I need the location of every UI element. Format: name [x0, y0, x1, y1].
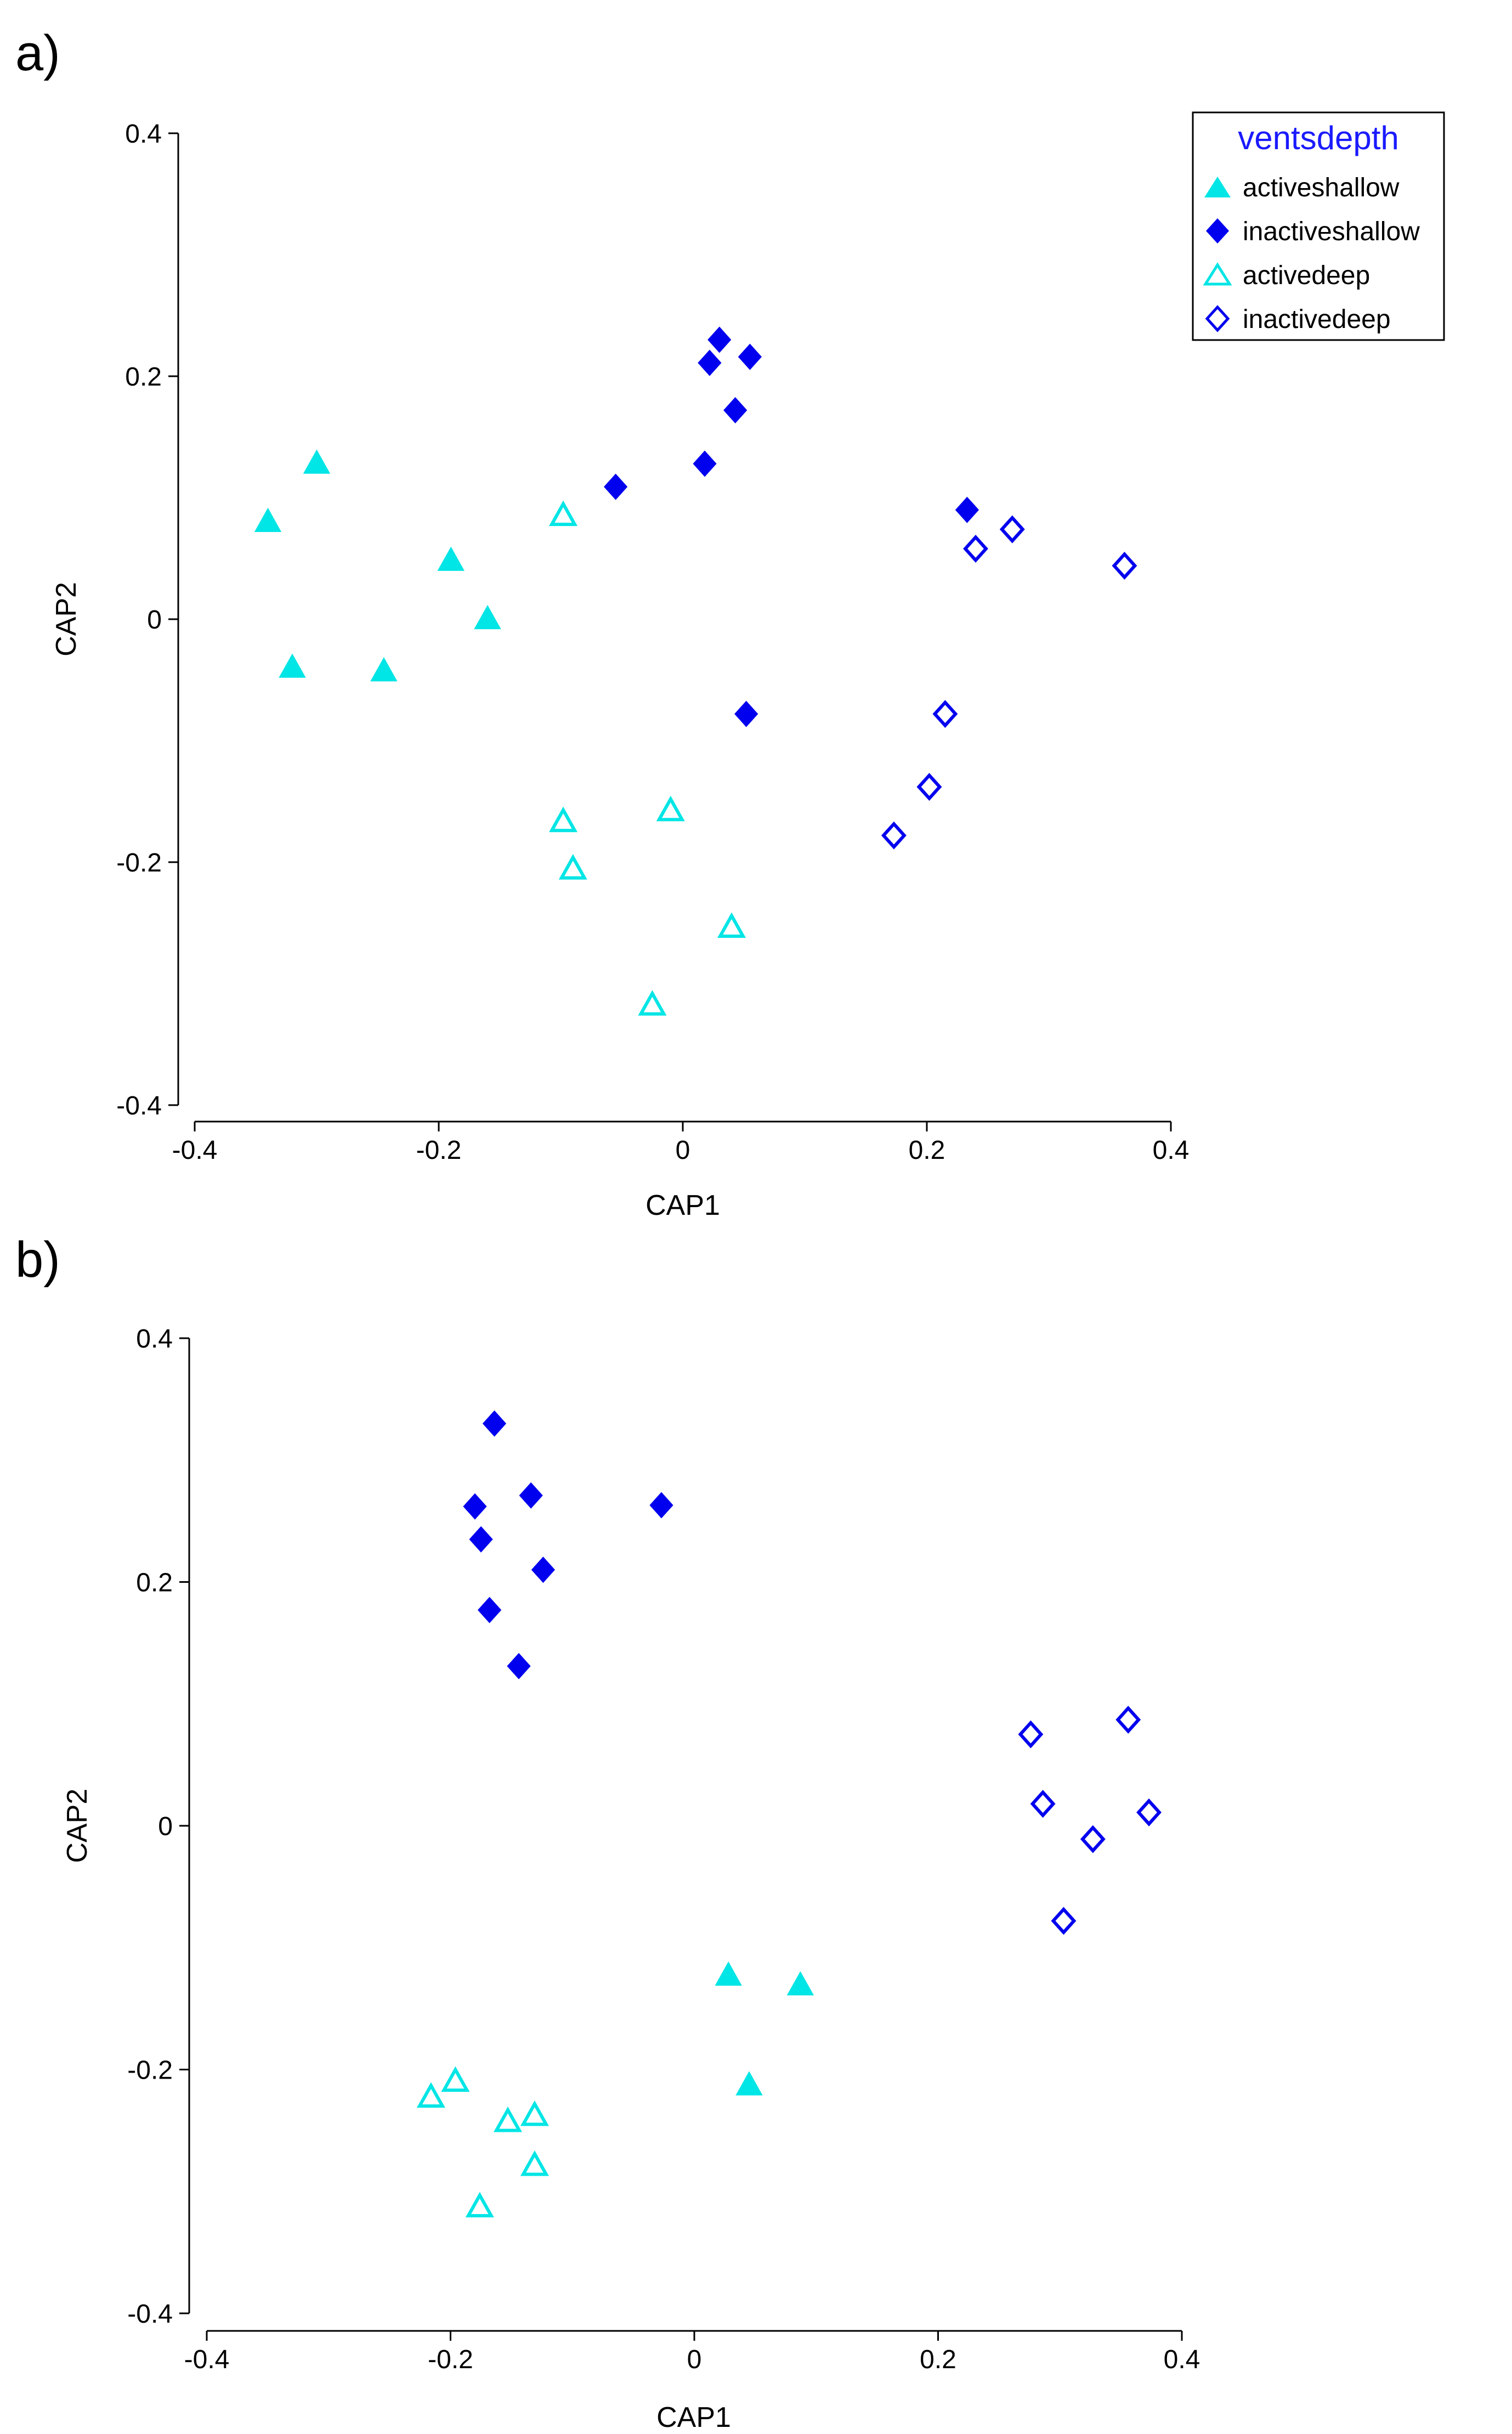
- point-activeshallow: [279, 653, 306, 678]
- legend-label-inactiveshallow: inactiveshallow: [1243, 217, 1420, 246]
- y-tick-label-b: -0.2: [127, 2056, 173, 2085]
- x-tick-label-b: 0: [687, 2345, 702, 2374]
- point-activedeep: [520, 2100, 549, 2126]
- point-activeshallow: [786, 1971, 814, 1996]
- legend-marker-activedeep: [1203, 262, 1232, 286]
- axes-b: -0.4 -0.2 0 0.2 0.4 -0.4 -0.2 0 0.2 0.4: [127, 1324, 1200, 2374]
- y-tick-label-b: 0: [158, 1812, 173, 1841]
- y-tick-label-a: 0.4: [125, 120, 162, 149]
- y-tick-label-a: -0.4: [116, 1091, 162, 1120]
- legend: ventsdepth activeshallow inactiveshallow…: [1192, 111, 1445, 341]
- point-inactiveshallow: [469, 1526, 493, 1553]
- point-inactiveshallow: [463, 1493, 487, 1520]
- point-activedeep: [717, 912, 746, 938]
- point-inactivedeep: [999, 515, 1025, 544]
- legend-label-inactivedeep: inactivedeep: [1243, 305, 1391, 334]
- x-tick-label-a: 0.4: [1153, 1136, 1190, 1165]
- point-inactiveshallow: [707, 326, 732, 353]
- point-activeshallow: [303, 449, 331, 474]
- point-inactiveshallow: [531, 1556, 555, 1583]
- point-activedeep: [465, 2192, 494, 2217]
- panel-label-a: a): [15, 25, 60, 81]
- y-axis-title-a: CAP2: [50, 582, 82, 656]
- point-inactiveshallow: [482, 1410, 507, 1437]
- legend-item-activeshallow: activeshallow: [1204, 173, 1400, 202]
- data-points-a: [254, 326, 1137, 1016]
- x-tick-label-b: 0.2: [920, 2345, 956, 2374]
- point-activeshallow: [254, 507, 282, 532]
- point-inactivedeep: [881, 821, 907, 850]
- point-activedeep: [656, 795, 685, 822]
- point-activedeep: [548, 500, 578, 527]
- y-tick-label-a: -0.2: [116, 848, 162, 878]
- legend-title: ventsdepth: [1238, 120, 1399, 156]
- legend-item-inactiveshallow: inactiveshallow: [1206, 217, 1420, 246]
- point-inactivedeep: [1080, 1825, 1106, 1853]
- point-activedeep: [416, 2082, 445, 2108]
- point-activedeep: [558, 854, 587, 880]
- axes-a: -0.4 -0.2 0 0.2 0.4 -0.4 -0.2 0 0.2 0.4: [116, 120, 1189, 1165]
- legend-item-activedeep: activedeep: [1203, 261, 1370, 290]
- point-activedeep: [548, 806, 578, 833]
- point-inactiveshallow: [604, 473, 628, 500]
- point-inactiveshallow: [507, 1652, 531, 1679]
- x-tick-label-a: -0.4: [172, 1136, 218, 1165]
- point-inactivedeep: [1136, 1798, 1162, 1827]
- x-tick-label-a: 0: [676, 1136, 690, 1165]
- point-inactiveshallow: [693, 450, 717, 477]
- point-inactivedeep: [932, 700, 958, 728]
- y-tick-label-a: 0.2: [125, 363, 162, 392]
- point-activedeep: [493, 2106, 523, 2132]
- point-inactivedeep: [1112, 552, 1137, 580]
- chart-a: a) -0.4 -0.2 0 0.2 0.4 -0.4 -0.2 0 0.2 0.4 CAP1 C…: [15, 25, 1445, 1221]
- point-inactivedeep: [1030, 1790, 1056, 1818]
- x-tick-label-b: 0.4: [1164, 2345, 1200, 2374]
- point-activedeep: [638, 990, 667, 1016]
- chart-b: b) -0.4 -0.2 0 0.2 0.4 -0.4 -0.2 0 0.2 0.4 CAP1 C…: [15, 1232, 1200, 2433]
- point-activeshallow: [735, 2071, 763, 2096]
- y-tick-label-b: 0.4: [136, 1324, 173, 1354]
- x-tick-label-b: -0.2: [428, 2345, 473, 2374]
- point-inactiveshallow: [738, 343, 762, 370]
- legend-item-inactivedeep: inactivedeep: [1205, 305, 1391, 334]
- point-activeshallow: [437, 546, 465, 571]
- point-inactivedeep: [1115, 1706, 1141, 1734]
- point-activedeep: [520, 2150, 549, 2176]
- legend-marker-activeshallow: [1204, 177, 1231, 197]
- legend-label-activeshallow: activeshallow: [1243, 173, 1400, 202]
- x-tick-label-b: -0.4: [184, 2345, 230, 2374]
- legend-box: [1192, 111, 1445, 341]
- point-activedeep: [441, 2066, 470, 2092]
- y-tick-label-b: 0.2: [136, 1569, 173, 1598]
- point-inactiveshallow: [723, 397, 747, 423]
- data-points-b: [416, 1410, 1162, 2217]
- point-inactivedeep: [916, 773, 942, 801]
- legend-label-activedeep: activedeep: [1243, 261, 1370, 290]
- point-inactiveshallow: [519, 1482, 543, 1509]
- x-tick-label-a: -0.2: [416, 1136, 462, 1165]
- point-inactiveshallow: [698, 349, 722, 376]
- y-axis-title-b: CAP2: [61, 1788, 93, 1863]
- point-inactiveshallow: [478, 1597, 502, 1623]
- point-inactivedeep: [1051, 1906, 1077, 1935]
- point-activeshallow: [370, 657, 398, 682]
- point-inactiveshallow: [734, 700, 758, 727]
- x-axis-title-a: CAP1: [645, 1190, 720, 1221]
- legend-marker-inactiveshallow: [1206, 218, 1229, 244]
- legend-marker-inactivedeep: [1205, 305, 1230, 332]
- point-inactiveshallow: [955, 496, 979, 523]
- panel-label-b: b): [15, 1232, 60, 1288]
- x-axis-title-b: CAP1: [656, 2402, 731, 2433]
- y-tick-label-a: 0: [147, 605, 162, 635]
- point-inactivedeep: [1018, 1720, 1044, 1748]
- point-activeshallow: [474, 605, 501, 630]
- y-tick-label-b: -0.4: [127, 2300, 173, 2329]
- point-inactiveshallow: [649, 1492, 673, 1519]
- point-inactivedeep: [963, 535, 988, 563]
- point-activeshallow: [715, 1961, 742, 1986]
- x-tick-label-a: 0.2: [909, 1136, 945, 1165]
